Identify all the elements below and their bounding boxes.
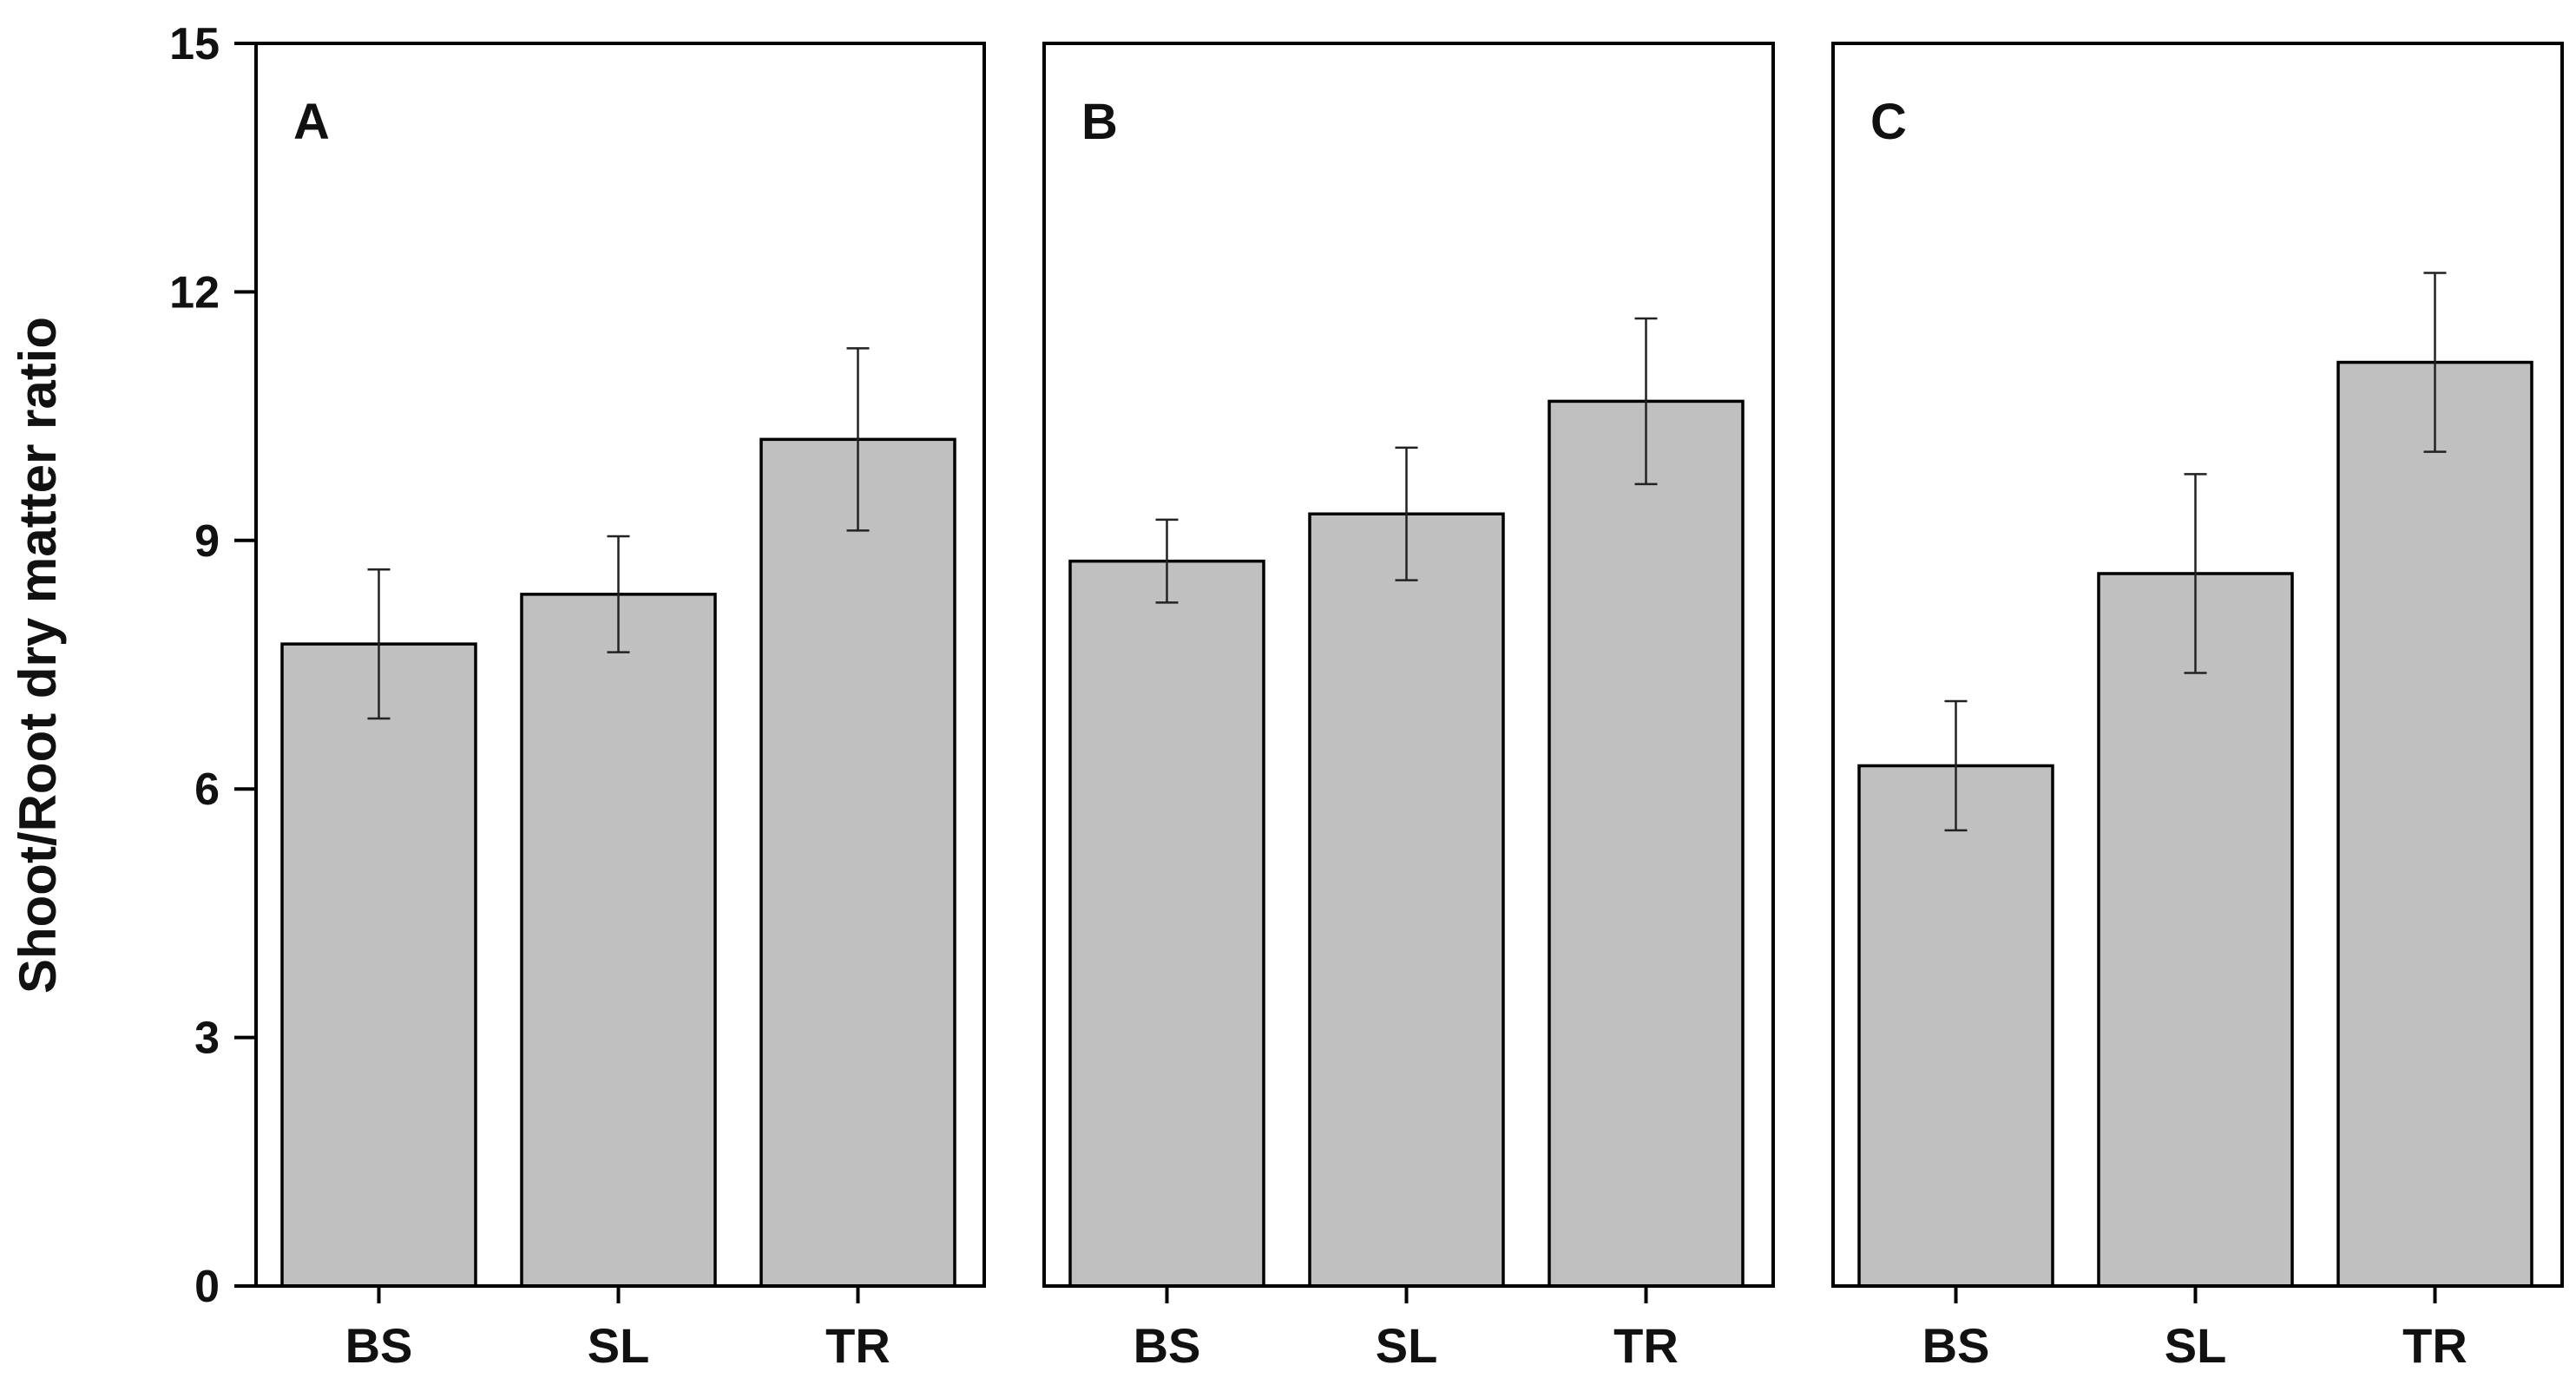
bar	[759, 437, 956, 1288]
bar	[1548, 399, 1745, 1288]
bar	[2336, 360, 2533, 1288]
panel-frame	[1042, 42, 1775, 1288]
x-tick-label: TR	[825, 1318, 890, 1373]
x-tick-label: SL	[1376, 1318, 1438, 1373]
panel-frame	[254, 42, 986, 1288]
x-tick-label: SL	[588, 1318, 650, 1373]
panel-frame	[1831, 42, 2564, 1288]
panel-c: C BS SL TR	[1831, 42, 2564, 1373]
panel-letter: A	[293, 94, 330, 150]
y-tick-label: 3	[194, 1014, 220, 1064]
y-tick-label: 12	[169, 267, 220, 318]
bar	[280, 642, 477, 1288]
bar	[2097, 572, 2294, 1288]
bar	[1857, 764, 2054, 1288]
x-tick-label: TR	[1613, 1318, 1679, 1373]
panel-letter: B	[1081, 94, 1118, 150]
bar	[1068, 559, 1265, 1288]
panel-letter: C	[1870, 94, 1907, 150]
x-tick-label: TR	[2402, 1318, 2468, 1373]
y-tick-label: 0	[194, 1262, 220, 1312]
bar	[520, 593, 717, 1288]
panel-a: A BS SL TR	[254, 42, 986, 1373]
y-tick-label: 6	[194, 764, 220, 815]
bar	[1308, 512, 1505, 1288]
y-tick-label: 9	[194, 516, 220, 567]
x-tick-label: BS	[1134, 1318, 1201, 1373]
y-axis-label: Shoot/Root dry matter ratio	[9, 317, 67, 994]
x-tick-label: BS	[345, 1318, 413, 1373]
x-tick-label: BS	[1922, 1318, 1990, 1373]
panel-b: B BS SL TR	[1042, 42, 1775, 1373]
y-axis-ticks: 0 3 6 9 12 15	[169, 19, 220, 1312]
x-tick-label: SL	[2165, 1318, 2227, 1373]
y-tick-label: 15	[169, 19, 220, 69]
